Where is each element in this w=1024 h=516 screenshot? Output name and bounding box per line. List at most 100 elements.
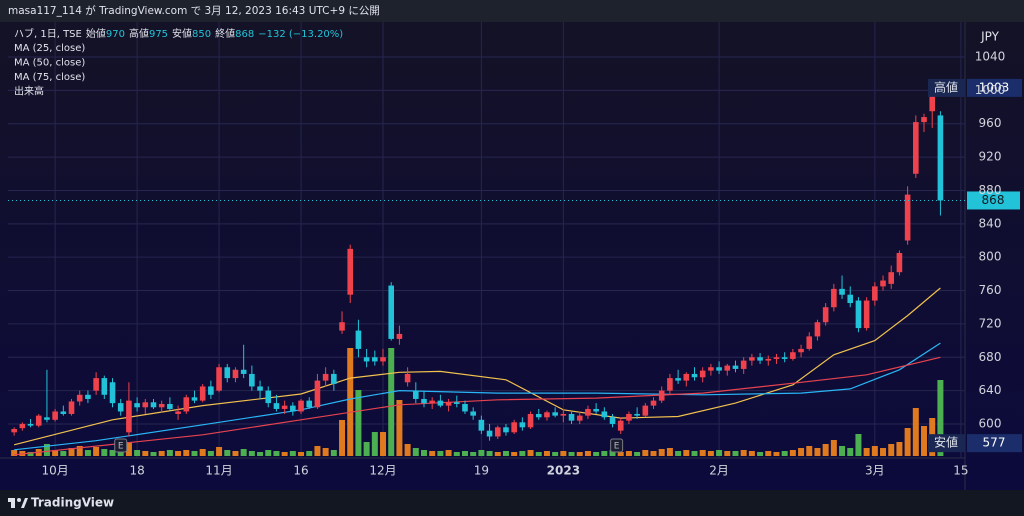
volume-bar [691,451,698,456]
volume-bar [265,450,272,456]
brand-name: TradingView [31,496,114,510]
volume-bar [339,420,346,456]
volume-bar [634,452,641,456]
y-tick-label: 920 [979,150,1002,164]
candle-body [388,285,395,339]
volume-bar [601,451,608,456]
candle-body [593,408,599,412]
candle-body [929,94,936,112]
header-text: masa117_114 が TradingView.com で 3月 12, 2… [8,4,380,17]
candle-body [937,115,944,201]
brand-logo [8,498,28,508]
candle-body [781,357,788,359]
candle-body [888,272,895,284]
volume-bar [134,450,141,456]
candle-body [35,415,42,426]
candle-body [732,365,739,369]
volume-bar [757,452,764,456]
x-tick-label: 12月 [369,464,396,478]
volume-bar [60,451,67,456]
candle-body [396,333,403,339]
candle-body [576,415,583,421]
candle-body [650,400,657,406]
volume-bar [404,444,411,456]
volume-bar [502,451,509,456]
volume-bar [248,451,255,456]
candle-body [683,373,690,381]
volume-bar [888,444,895,456]
price-mark-label: 安値 [934,435,958,450]
volume-bar [224,450,231,456]
candle-body [117,403,124,412]
candle-body [765,358,772,361]
volume-bar [896,442,903,456]
candle-body [380,357,386,362]
volume-bar [773,452,780,456]
legend-ohlc-label: 高値 [129,27,149,40]
x-tick-label: 10月 [41,464,68,478]
price-mark-label: 高値 [934,79,958,94]
candle-body [11,428,17,433]
candle-body [617,420,624,431]
legend-ohlc-value: 868 [235,29,254,40]
volume-bar [732,451,739,456]
candle-body [19,423,26,429]
candle-body [560,413,567,416]
y-tick-label: 880 [979,183,1002,197]
candle-body [822,307,829,323]
volume-bar [765,451,772,456]
candle-body [265,390,272,404]
legend-symbol: ハブ, 1日, TSE [14,27,82,40]
x-tick-label: 11月 [205,464,232,478]
volume-bar [519,451,526,456]
volume-bar [863,448,870,456]
volume-bar [68,448,75,456]
moving-average-line [14,356,941,456]
candle-body [437,400,444,406]
volume-bar [814,448,821,456]
candle-body [85,394,91,399]
volume-bar [117,451,124,456]
candle-body [478,419,485,431]
volume-bar [921,426,928,456]
volume-bar [43,444,50,456]
volume-bar [707,451,714,456]
candle-body [601,411,608,418]
price-mark-label-box [928,434,965,453]
y-tick-label: 960 [979,116,1002,130]
price-mark-box [967,78,1022,97]
volume-bar [158,451,165,456]
volume-bar [142,451,149,456]
price-mark-box [967,434,1022,453]
volume-bar [806,446,813,456]
candle-body [339,322,345,331]
volume-bar [150,452,157,456]
volume-bar [166,450,173,456]
candle-body [855,300,862,329]
candle-body [150,402,157,408]
candle-body [175,411,181,414]
volume-bar [830,440,837,456]
volume-bar [781,451,788,456]
candle-body [708,367,714,371]
candle-body [142,402,149,408]
candle-body [511,422,517,433]
candle-body [183,397,190,412]
candle-body [445,402,452,406]
volume-bar [609,450,616,456]
volume-bar [617,452,624,456]
candle-body [699,370,706,378]
x-tick-label: 16 [293,464,308,478]
candle-body [257,386,263,391]
candle-body [93,378,99,391]
x-tick-label: 18 [129,464,144,478]
volume-bar [420,450,427,456]
volume-bar [880,448,887,456]
volume-bar [470,452,477,456]
candle-body [757,357,763,361]
volume-bar [937,380,944,456]
volume-bar [683,450,690,456]
candle-body [224,367,231,379]
volume-bar [461,451,468,456]
